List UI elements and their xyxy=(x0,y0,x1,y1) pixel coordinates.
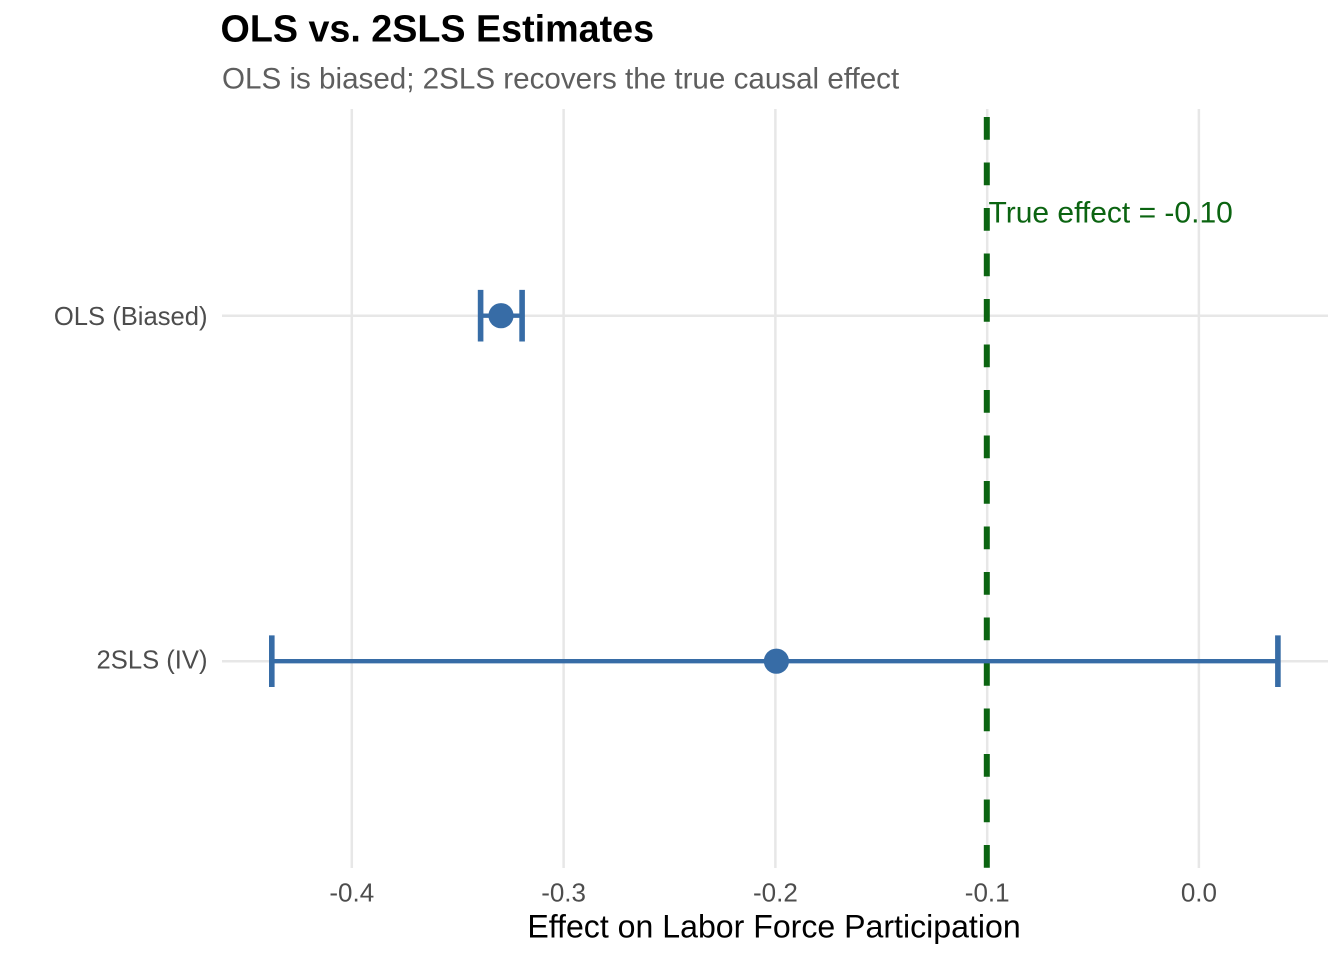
svg-text:-0.1: -0.1 xyxy=(965,878,1010,908)
svg-text:-0.4: -0.4 xyxy=(329,878,374,908)
svg-text:-0.2: -0.2 xyxy=(753,878,798,908)
svg-text:Effect on Labor Force Particip: Effect on Labor Force Participation xyxy=(527,909,1020,945)
svg-text:0.0: 0.0 xyxy=(1181,878,1217,908)
svg-text:OLS (Biased): OLS (Biased) xyxy=(54,303,208,331)
svg-text:OLS vs. 2SLS Estimates: OLS vs. 2SLS Estimates xyxy=(221,8,655,50)
svg-text:2SLS (IV): 2SLS (IV) xyxy=(97,647,208,675)
svg-text:-0.3: -0.3 xyxy=(541,878,586,908)
svg-text:OLS is biased; 2SLS recovers t: OLS is biased; 2SLS recovers the true ca… xyxy=(222,63,899,96)
svg-text:True effect = -0.10: True effect = -0.10 xyxy=(989,197,1233,230)
